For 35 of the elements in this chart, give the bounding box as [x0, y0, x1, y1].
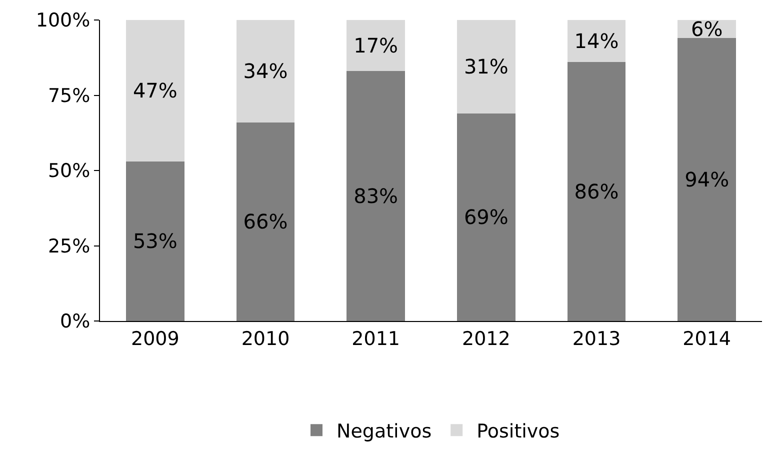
- data-label: 34%: [243, 59, 288, 84]
- data-label: 94%: [684, 168, 730, 192]
- bar: [456, 20, 516, 114]
- x-tick-label: 2013: [572, 328, 621, 350]
- x-tick-label: 2011: [352, 328, 400, 350]
- bar: [346, 20, 406, 72]
- data-label: 86%: [574, 180, 619, 204]
- data-label: 17%: [354, 34, 398, 58]
- bar: [126, 20, 184, 162]
- y-tick-label: 50%: [48, 160, 90, 182]
- bar: [126, 161, 184, 321]
- data-label: 47%: [132, 78, 178, 103]
- y-tick-label: 100%: [36, 10, 90, 32]
- data-label: 53%: [132, 229, 178, 254]
- x-tick-label: 2010: [241, 328, 290, 350]
- data-label: 14%: [574, 29, 619, 54]
- bar: [678, 38, 736, 321]
- bar: [346, 71, 406, 321]
- y-tick-label: 0%: [60, 310, 90, 333]
- data-label: 66%: [243, 210, 288, 234]
- legend-label: Positivos: [476, 420, 560, 443]
- data-label: 69%: [464, 205, 508, 230]
- bar: [567, 62, 626, 321]
- data-label: 83%: [354, 184, 398, 208]
- data-label: 6%: [690, 17, 723, 42]
- bar: [456, 113, 516, 321]
- bar: [236, 20, 295, 122]
- y-tick-label: 25%: [48, 235, 90, 258]
- y-tick-label: 75%: [48, 84, 90, 107]
- bar: [236, 122, 295, 321]
- legend-label: Negativos: [336, 420, 432, 443]
- x-tick-label: 2009: [130, 328, 180, 350]
- data-label: 31%: [464, 54, 508, 79]
- x-tick-label: 2014: [682, 328, 732, 350]
- x-tick-label: 2012: [462, 328, 510, 350]
